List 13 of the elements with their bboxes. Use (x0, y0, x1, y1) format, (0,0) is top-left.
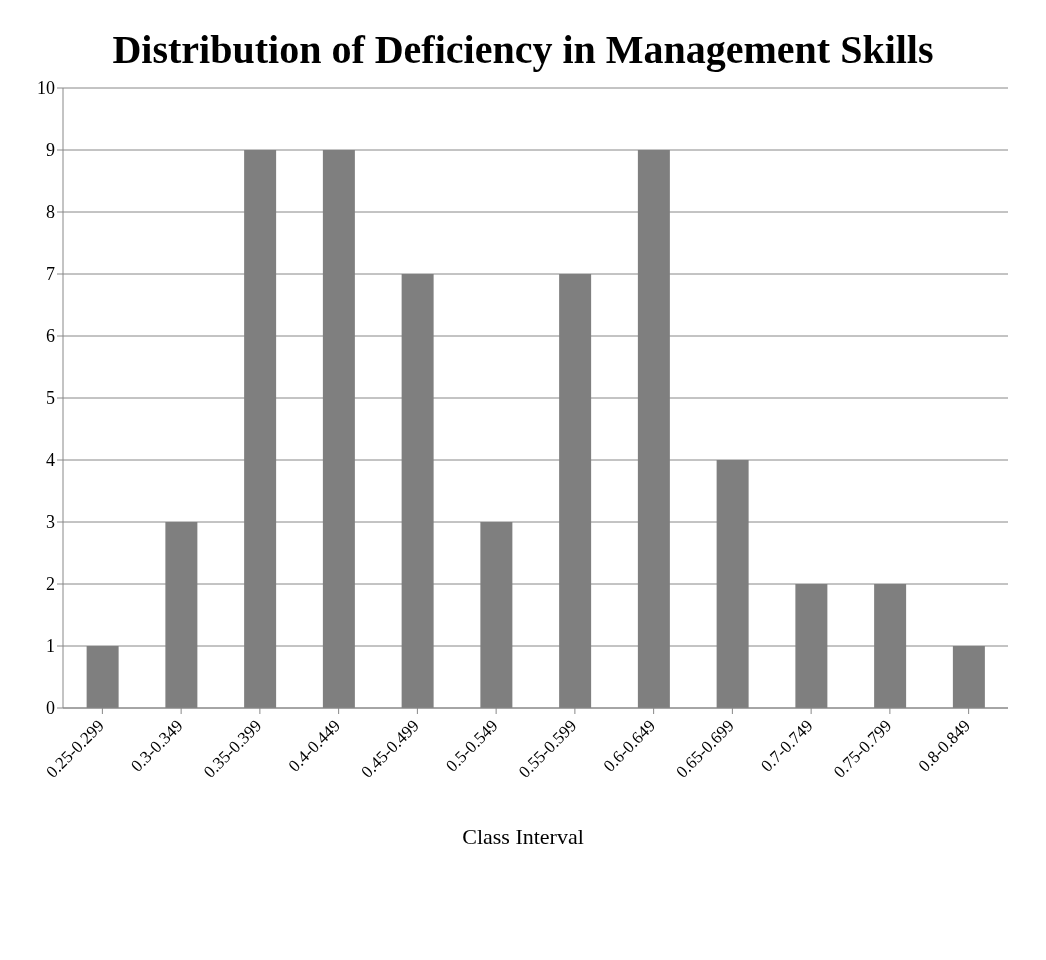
y-tick-label: 6 (46, 326, 55, 347)
y-tick-label: 4 (46, 450, 55, 471)
y-tick-label: 3 (46, 512, 55, 533)
y-tick-label: 10 (37, 78, 55, 99)
y-tick-label: 7 (46, 264, 55, 285)
y-tick-label: 8 (46, 202, 55, 223)
y-tick-label: 0 (46, 698, 55, 719)
y-tick-label: 5 (46, 388, 55, 409)
y-tick-label: 1 (46, 636, 55, 657)
y-tick-label: 9 (46, 140, 55, 161)
y-tick-label: 2 (46, 574, 55, 595)
chart-title: Distribution of Deficiency in Management Skills (111, 26, 935, 74)
x-axis-title: Class Interval (461, 824, 585, 850)
